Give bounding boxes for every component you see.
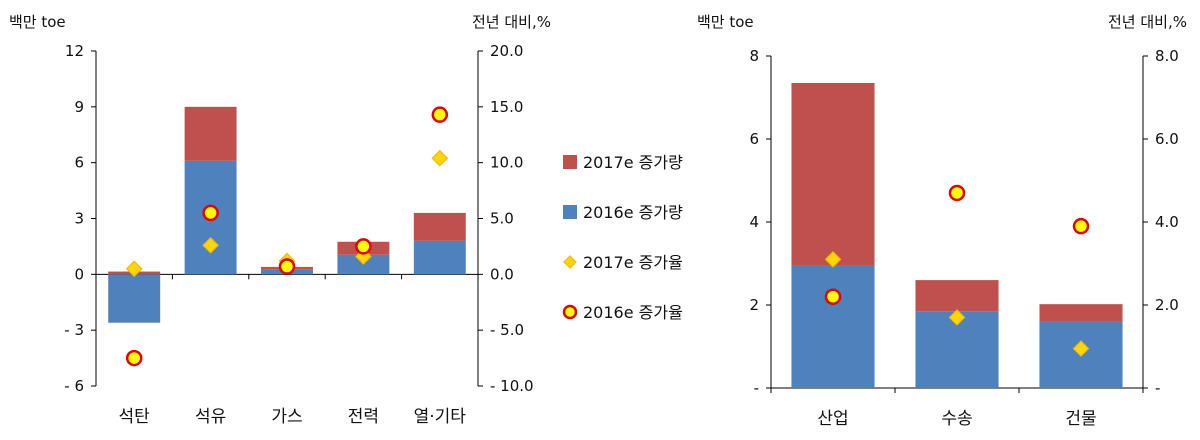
category-label: 산업 (817, 409, 848, 429)
left-axis-unit: 백만 toe (9, 13, 66, 31)
marker-2016-rate (278, 258, 296, 275)
legend-swatch-2017-bar (563, 155, 577, 169)
right-tick-label: 15.0 (490, 98, 523, 116)
category-label: 전력 (348, 407, 379, 427)
legend-label: 2017e 증가량 (583, 153, 683, 172)
bar-2017 (413, 212, 466, 241)
right-axis-unit: 전년 대비,% (1108, 13, 1187, 31)
left-tick-label: 6 (749, 130, 759, 148)
marker-2017-rate (824, 251, 842, 268)
legend-swatch-2016-bar (563, 205, 577, 219)
chart-energy-source: 백만 toe 전년 대비,% - 6 - 3 0 3 6 9 12 - 10.0 - 5.0 0.0 5… (9, 13, 551, 427)
marker-2016-rate (1072, 217, 1090, 235)
bar-2017 (184, 106, 237, 161)
bar-2017 (1039, 304, 1123, 322)
right-tick-label: 0.0 (490, 265, 514, 283)
left-tick-label: 9 (74, 98, 84, 116)
marker-2016-rate (948, 184, 966, 202)
left-tick-label: 2 (749, 296, 759, 314)
bar-2017 (791, 82, 875, 266)
legend-swatch-2016-rate (562, 304, 578, 320)
marker-2017-rate (948, 309, 966, 326)
right-tick-label: 20.0 (490, 42, 523, 60)
chart-sector: 백만 toe 전년 대비,% - 2 4 6 8 - 2.0 4.0 6.0 8.0 산업 수송 건물 (697, 13, 1187, 429)
category-label: 석탄 (119, 407, 151, 427)
right-tick-label: - (1155, 379, 1160, 397)
category-label: 가스 (271, 407, 302, 427)
category-label: 수송 (941, 409, 972, 429)
left-tick-label: 8 (749, 47, 759, 65)
legend-label: 2016e 증가량 (583, 203, 683, 222)
marker-2017-rate (431, 149, 449, 167)
right-tick-label: 10.0 (490, 154, 523, 172)
marker-2017-rate (355, 248, 372, 265)
legend-label: 2017e 증가율 (583, 253, 683, 272)
marker-2017-rate (125, 260, 143, 278)
marker-2016-rate (431, 106, 449, 123)
left-tick-label: 3 (74, 210, 84, 228)
left-tick-label: 12 (65, 42, 84, 60)
legend-swatch-2017-rate (563, 255, 577, 269)
left-tick-label: 4 (749, 213, 759, 231)
marker-2016-rate (355, 238, 372, 255)
marker-2016-rate (125, 349, 143, 367)
bar-2016 (108, 274, 161, 323)
category-label: 석유 (195, 407, 226, 427)
marker-2017-rate (202, 236, 219, 254)
right-tick-label: 6.0 (1155, 130, 1179, 148)
bar-2017 (915, 280, 999, 312)
legend-label: 2016e 증가율 (583, 303, 683, 322)
right-tick-label: - 10.0 (490, 377, 534, 395)
left-tick-label: 6 (74, 154, 84, 172)
left-tick-label: - (754, 379, 759, 397)
right-tick-label: 8.0 (1155, 47, 1179, 65)
bar-2016 (413, 240, 466, 275)
left-tick-label: - 6 (64, 377, 84, 395)
marker-2016-rate (824, 288, 842, 305)
left-tick-label: - 3 (64, 321, 84, 339)
right-axis-unit: 전년 대비,% (472, 13, 551, 31)
right-tick-label: - 5.0 (490, 321, 524, 339)
category-label: 열·기타 (414, 407, 467, 427)
right-tick-label: 2.0 (1155, 296, 1179, 314)
left-axis-unit: 백만 toe (697, 13, 754, 31)
marker-2017-rate (1072, 340, 1090, 357)
bar-2016 (791, 265, 875, 388)
right-tick-label: 4.0 (1155, 213, 1179, 231)
marker-2016-rate (202, 204, 219, 222)
left-tick-label: 0 (74, 265, 84, 283)
legend: 2017e 증가량 2016e 증가량 2017e 증가율 2016e 증가율 (562, 153, 683, 322)
category-label: 건물 (1065, 409, 1096, 429)
right-tick-label: 5.0 (490, 210, 514, 228)
